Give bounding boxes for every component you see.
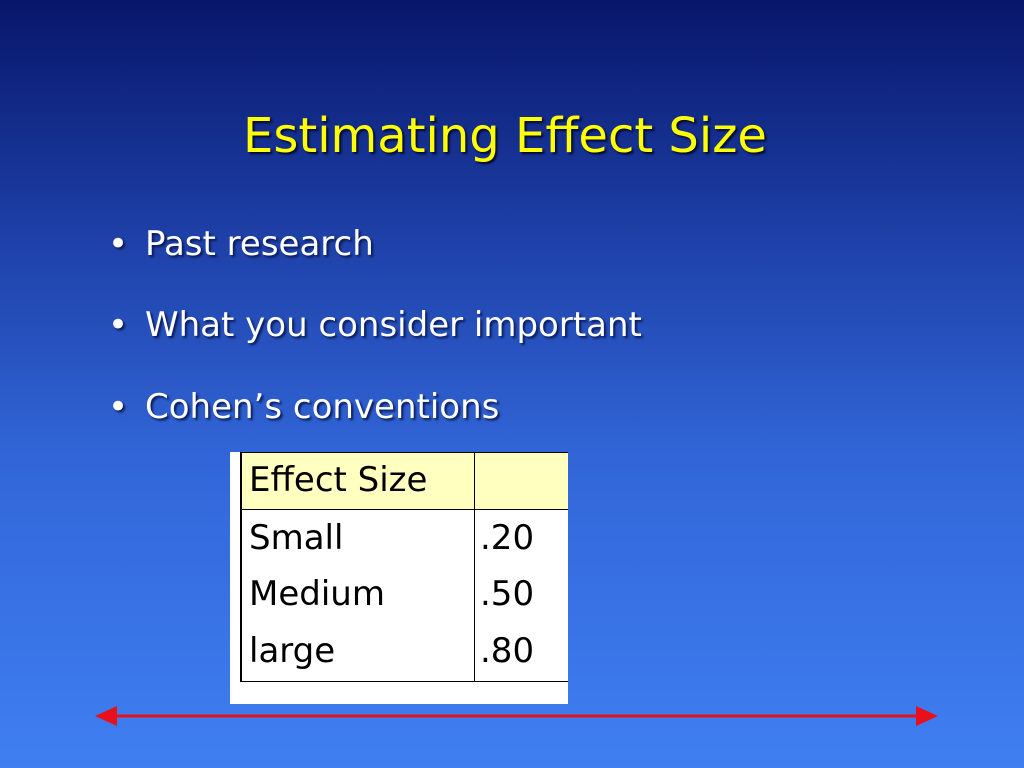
table-border [242,452,568,453]
table-cell: .80 [480,631,535,671]
table-border [242,509,568,510]
arrow-head [95,706,117,726]
table-cell: large [249,631,336,671]
table-border [242,681,568,682]
slide-title: Estimating Effect Size [243,108,767,164]
table-cell: .50 [480,574,535,614]
header-fill [242,452,568,509]
table: Effect Size Small .20 Medium .50 large .… [230,452,568,704]
table-cell: .20 [480,518,535,558]
bullet-text: What you consider important [145,305,642,345]
bullet-text: Past research [145,224,374,264]
table-cell: Medium [249,574,385,614]
header-cell: Effect Size [249,460,428,500]
table-cell: Small [249,518,344,558]
table-border [240,452,242,682]
table-border [474,452,475,682]
arrow-head [916,706,938,726]
bullet-text: Cohen’s conventions [145,387,500,427]
